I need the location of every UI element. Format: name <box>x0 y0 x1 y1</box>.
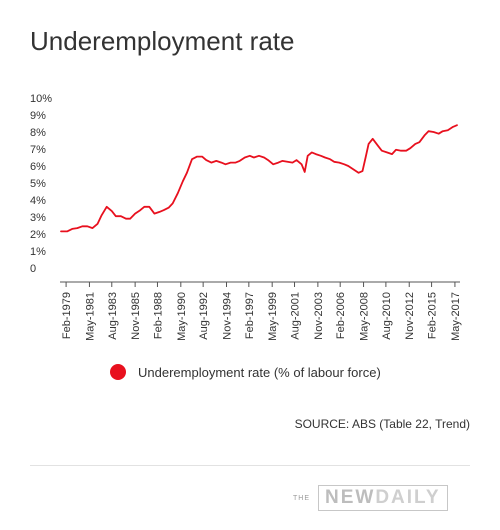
y-tick-label: 9% <box>30 110 46 122</box>
x-tick-label: Aug-1992 <box>198 292 210 340</box>
x-tick-label: Feb-2015 <box>427 292 439 339</box>
y-tick-label: 6% <box>30 161 46 173</box>
logo-new-text: NEW <box>325 487 376 508</box>
y-tick-label: 2% <box>30 229 46 241</box>
line-chart: 0 1% 2% 3% 4% 5% 6% 7% 8% 9% 10% Feb-1979 May-1981 A… <box>30 93 462 341</box>
x-tick-label: Feb-1997 <box>244 292 256 339</box>
x-tick-label: Nov-1994 <box>221 292 233 340</box>
y-tick-label: 7% <box>30 144 46 156</box>
footer-divider <box>30 465 470 466</box>
y-tick-label: 10% <box>30 93 52 105</box>
x-tick-label: Aug-2010 <box>381 292 393 340</box>
x-tick-label: May-1981 <box>84 292 96 341</box>
y-tick-label: 3% <box>30 212 46 224</box>
x-tick-label: Aug-1983 <box>107 292 119 340</box>
brand-logo: THE NEWDAILY <box>293 485 448 511</box>
x-axis: Feb-1979 May-1981 Aug-1983 Nov-1985 Feb-1988… <box>60 281 462 341</box>
logo-wordmark: NEWDAILY <box>318 485 448 511</box>
x-tick-label: May-2017 <box>450 292 462 341</box>
page-title: Underemployment rate <box>30 26 295 56</box>
series-line-underemployment <box>60 124 458 233</box>
x-tick-label: May-1999 <box>267 292 279 341</box>
x-tick-label: Feb-2006 <box>335 292 347 339</box>
y-tick-label: 4% <box>30 195 46 207</box>
source-note: SOURCE: ABS (Table 22, Trend) <box>294 417 470 431</box>
series-layer <box>60 124 458 233</box>
logo-daily-text: DAILY <box>375 487 441 508</box>
legend-label: Underemployment rate (% of labour force) <box>138 364 381 380</box>
y-axis: 0 1% 2% 3% 4% 5% 6% 7% 8% 9% 10% <box>30 93 52 275</box>
y-tick-label: 8% <box>30 127 46 139</box>
x-tick-label: Nov-1985 <box>130 292 142 340</box>
logo-the-text: THE <box>293 494 310 502</box>
legend: Underemployment rate (% of labour force) <box>110 364 381 380</box>
y-tick-label: 5% <box>30 178 46 190</box>
x-tick-label: Feb-1988 <box>152 292 164 339</box>
x-tick-label: Feb-1979 <box>61 292 73 339</box>
y-tick-label: 1% <box>30 246 46 258</box>
y-tick-label: 0 <box>30 263 36 275</box>
x-tick-label: Nov-2003 <box>313 292 325 340</box>
x-tick-label: Aug-2001 <box>290 292 302 340</box>
x-tick-label: May-1990 <box>176 292 188 341</box>
x-tick-label: May-2008 <box>359 292 371 341</box>
x-tick-label: Nov-2012 <box>404 292 416 340</box>
legend-marker <box>110 364 126 380</box>
